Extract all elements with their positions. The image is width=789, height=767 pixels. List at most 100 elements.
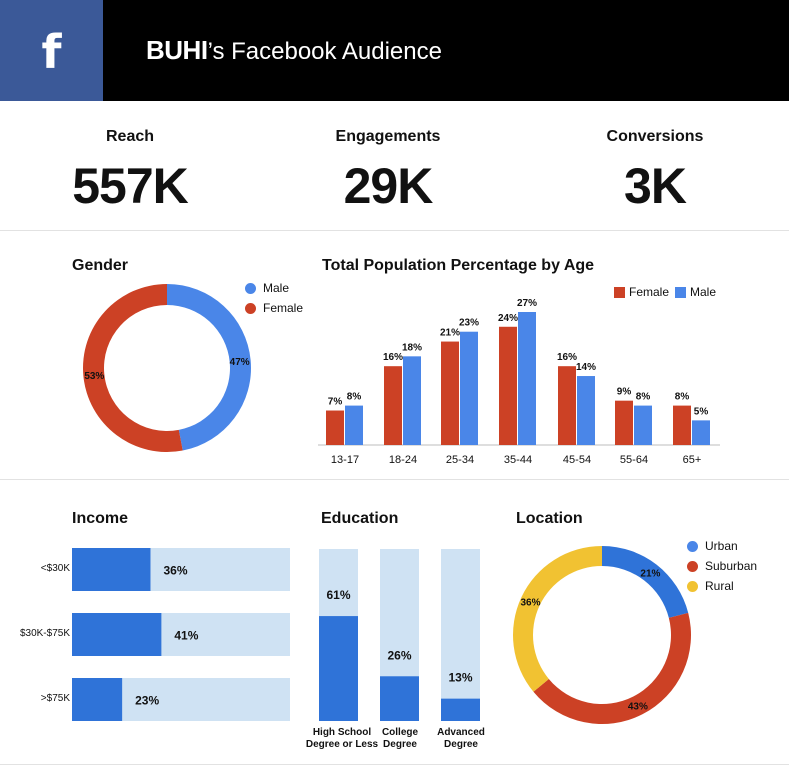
age-chart-title: Total Population Percentage by Age: [322, 257, 595, 274]
section-divider: [0, 764, 789, 765]
age-bar-value-label: 16%: [383, 352, 403, 363]
section-divider: [0, 230, 789, 231]
legend-swatch: [687, 540, 698, 552]
age-axis-tick-label: 55-64: [620, 454, 648, 466]
legend-label: Female: [263, 301, 304, 315]
age-bar-female: [499, 326, 517, 445]
age-bar-female: [558, 366, 576, 445]
legend-swatch: [614, 286, 625, 298]
age-bar-value-label: 23%: [459, 318, 479, 329]
income-bar-value-label: 41%: [174, 629, 198, 643]
age-bar-female: [673, 405, 691, 445]
gender-donut-slice-label: 47%: [230, 357, 250, 368]
age-bar-male: [460, 331, 478, 445]
header-bar: f BUHI’s Facebook Audience: [0, 0, 789, 101]
location-donut-slice-label: 21%: [640, 569, 660, 580]
kpi-value: 3K: [624, 158, 687, 214]
age-bar-value-label: 8%: [675, 392, 690, 403]
age-bar-value-label: 18%: [402, 342, 422, 353]
education-bar: [380, 676, 419, 721]
location-donut-slice-rural: [513, 546, 602, 692]
legend-swatch: [687, 560, 698, 572]
gender-donut-slice-female: [83, 284, 183, 452]
age-bar-female: [615, 400, 633, 445]
legend-swatch: [675, 286, 687, 298]
age-legend: Female Male: [614, 282, 716, 302]
income-bar-value-label: 23%: [135, 694, 159, 708]
kpi-label: Engagements: [335, 128, 441, 145]
age-bar-value-label: 8%: [636, 392, 651, 403]
income-title: Income: [72, 510, 129, 527]
age-axis-tick-label: 45-54: [563, 454, 591, 466]
age-axis-tick-label: 65+: [683, 454, 702, 466]
age-bar-male: [403, 356, 421, 445]
category-line: College: [381, 727, 419, 738]
kpi-value: 29K: [343, 158, 434, 214]
kpi-label: Conversions: [606, 128, 704, 145]
age-bar-value-label: 14%: [576, 362, 596, 373]
page-title-text: ’s Facebook Audience: [207, 38, 442, 65]
facebook-icon: f: [41, 25, 62, 79]
education-bar-value-label: 26%: [387, 648, 411, 662]
legend-item-rural: Rural: [687, 576, 757, 596]
age-bar-male: [692, 420, 710, 445]
age-bar-value-label: 9%: [617, 387, 632, 398]
page-title: BUHI’s Facebook Audience: [146, 34, 442, 68]
education-bar: [441, 698, 480, 721]
legend-label: Rural: [705, 579, 734, 593]
education-bar-value-label: 61%: [326, 588, 350, 602]
age-bar-female: [384, 366, 402, 445]
age-axis-tick-label: 25-34: [446, 454, 474, 466]
education-category-label: Advanced Degree: [421, 727, 501, 751]
legend-label: Male: [690, 285, 717, 299]
legend-item-suburban: Suburban: [687, 556, 757, 576]
income-category-label: $30K-$75K: [19, 628, 70, 639]
legend-label: Male: [263, 281, 290, 295]
age-axis-tick-label: 18-24: [389, 454, 417, 466]
category-line: High School: [312, 727, 372, 738]
age-bar-value-label: 5%: [694, 406, 709, 417]
legend-label: Suburban: [705, 559, 758, 573]
education-bar-track: [441, 549, 480, 721]
age-bar-male: [345, 405, 363, 445]
income-category-label: <$30K: [40, 563, 70, 574]
gender-donut-slice-male: [167, 284, 252, 451]
kpi-label: Reach: [105, 128, 155, 145]
age-bar-value-label: 16%: [557, 352, 577, 363]
age-bar-female: [441, 341, 459, 445]
education-bar: [319, 616, 358, 721]
gender-donut-slice-label: 53%: [84, 371, 104, 382]
age-bar-value-label: 27%: [517, 298, 537, 309]
kpi-value: 557K: [72, 158, 189, 214]
brand-name: BUHI: [146, 35, 208, 65]
legend-swatch: [245, 282, 256, 294]
legend-item-urban: Urban: [687, 536, 757, 556]
legend-swatch: [687, 580, 698, 592]
income-bar-value-label: 36%: [163, 564, 187, 578]
category-line: Degree or Less: [305, 739, 379, 750]
income-bar: [72, 548, 151, 591]
location-donut-slice-label: 43%: [628, 701, 648, 712]
gender-title: Gender: [72, 257, 129, 274]
age-bar-value-label: 21%: [440, 328, 460, 339]
kpi-reach: Reach 557K: [10, 127, 250, 215]
age-bar-male: [577, 376, 595, 445]
education-category-label: College Degree: [360, 727, 440, 751]
category-line: Advanced: [437, 727, 485, 738]
kpi-engagements: Engagements 29K: [268, 127, 508, 215]
age-axis-tick-label: 35-44: [504, 454, 532, 466]
category-line: Degree: [444, 739, 478, 750]
income-bar: [72, 678, 123, 721]
education-category-label: High School Degree or Less: [302, 727, 382, 751]
age-bar-male: [518, 312, 536, 445]
age-bar-male: [634, 405, 652, 445]
location-donut-slice-suburban: [533, 612, 691, 725]
age-bar-value-label: 24%: [498, 313, 518, 324]
income-category-label: >$75K: [40, 693, 70, 704]
location-donut-slice-urban: [602, 546, 689, 618]
age-bar-female: [326, 410, 344, 445]
facebook-logo-tile: f: [0, 0, 103, 101]
education-bar-value-label: 13%: [448, 671, 472, 685]
section-divider: [0, 479, 789, 480]
